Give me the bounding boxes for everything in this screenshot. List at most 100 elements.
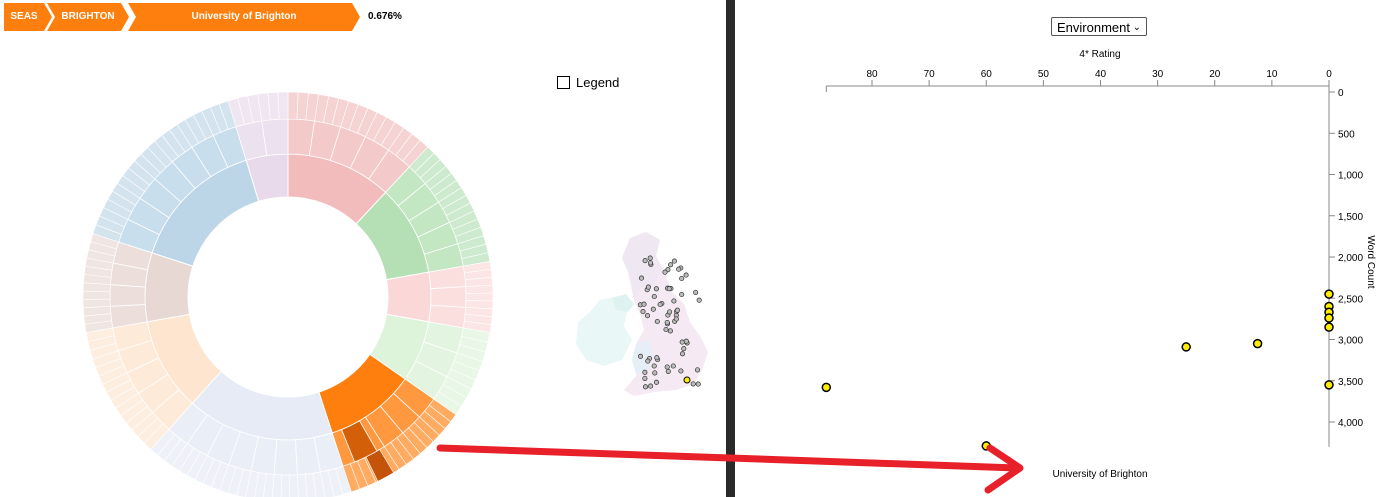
panel-select[interactable]: Environment ⌄ [1051, 17, 1147, 36]
breadcrumb-brighton[interactable]: BRIGHTON [47, 3, 129, 31]
university-dot[interactable] [654, 355, 660, 361]
university-dot[interactable] [670, 363, 676, 369]
university-dot[interactable] [671, 298, 677, 304]
red-arrow [436, 444, 1022, 472]
y-axis-label: Word Count [1365, 235, 1376, 288]
panel-divider[interactable] [726, 0, 735, 497]
university-dot[interactable] [642, 369, 648, 375]
university-dot[interactable] [652, 370, 658, 376]
university-dot[interactable] [645, 284, 651, 290]
university-dot[interactable] [695, 381, 701, 387]
university-dot[interactable] [642, 384, 649, 390]
x-axis-tick-label: 0 [1326, 69, 1332, 80]
highlight-label: University of Brighton [1052, 469, 1147, 480]
scatter-point[interactable] [821, 382, 832, 393]
y-axis-tick-label: 2,000 [1338, 253, 1363, 264]
x-axis-label: 4* Rating [1079, 49, 1120, 60]
y-axis-tick-label: 500 [1338, 129, 1355, 140]
university-dot[interactable] [678, 368, 684, 374]
university-dot[interactable] [651, 293, 657, 300]
x-axis-tick-label: 50 [1038, 69, 1050, 80]
northern-ireland-shape [612, 294, 634, 312]
university-dot[interactable] [690, 381, 696, 387]
ireland-shape [576, 296, 632, 366]
x-axis-tick-label: 60 [981, 69, 993, 80]
sunburst-outer-segment[interactable] [277, 91, 289, 120]
university-dot[interactable] [648, 383, 654, 389]
map-highlight-dot[interactable] [683, 376, 691, 384]
university-dot[interactable] [694, 367, 701, 373]
sunburst-selected-outer-segment[interactable] [365, 449, 394, 482]
university-dot[interactable] [674, 307, 680, 313]
university-dot[interactable] [653, 379, 660, 385]
university-dot[interactable] [644, 313, 651, 319]
university-dot[interactable] [663, 326, 669, 333]
university-dot[interactable] [647, 255, 653, 261]
university-dot[interactable] [638, 275, 645, 281]
university-dot[interactable] [667, 328, 673, 334]
x-axis-tick-label: 40 [1095, 69, 1107, 80]
university-dot[interactable] [664, 319, 670, 326]
university-dot[interactable] [651, 363, 657, 369]
university-dot[interactable] [679, 275, 685, 282]
university-dot[interactable] [662, 269, 668, 275]
university-dot[interactable] [693, 289, 699, 295]
university-dot[interactable] [666, 286, 672, 292]
university-dot[interactable] [641, 301, 647, 307]
red-arrow-head [984, 444, 1024, 494]
university-dot[interactable] [654, 318, 660, 325]
scotland-shape [622, 232, 662, 300]
university-dot[interactable] [696, 297, 702, 303]
university-dot[interactable] [681, 346, 687, 352]
university-dot[interactable] [683, 338, 689, 344]
university-dot[interactable] [637, 353, 644, 359]
y-axis-tick-label: 2,500 [1338, 294, 1363, 305]
university-dot[interactable] [650, 306, 656, 312]
chevron-down-icon: ⌄ [1132, 22, 1141, 33]
university-dot[interactable] [679, 351, 686, 357]
scatter-point[interactable] [1324, 313, 1334, 323]
breadcrumb-seas[interactable]: SEAS [4, 3, 52, 31]
university-dot[interactable] [667, 309, 673, 315]
university-dot[interactable] [676, 266, 682, 272]
university-dot[interactable] [645, 358, 651, 364]
university-dot[interactable] [668, 262, 674, 268]
y-axis-tick-label: 1,000 [1338, 171, 1363, 182]
sunburst-chart[interactable] [0, 0, 500, 497]
university-dot[interactable] [673, 316, 679, 322]
university-dot[interactable] [665, 368, 671, 374]
university-dots [637, 255, 702, 390]
panel-select-value: Environment [1057, 20, 1130, 35]
scatter-point[interactable] [1181, 342, 1191, 352]
legend-checkbox[interactable] [557, 76, 570, 89]
university-dot[interactable] [640, 309, 646, 315]
breadcrumb-university-of-brighton[interactable]: University of Brighton [128, 3, 360, 31]
university-dot[interactable] [679, 291, 685, 298]
university-dot[interactable] [657, 301, 663, 308]
x-axis-tick-label: 80 [866, 69, 878, 80]
scatter-point[interactable] [1324, 322, 1334, 332]
wales-shape [632, 340, 654, 374]
university-dot[interactable] [647, 260, 654, 266]
university-dot[interactable] [642, 375, 648, 381]
university-dot[interactable] [653, 286, 659, 292]
scatter-point[interactable] [1252, 338, 1263, 349]
breadcrumb-percentage: 0.676% [368, 11, 402, 22]
y-axis-tick-label: 3,000 [1338, 336, 1363, 347]
y-axis-tick-label: 3,500 [1338, 377, 1363, 388]
scatter-point[interactable] [1324, 380, 1334, 390]
x-axis-tick-label: 30 [1152, 69, 1164, 80]
legend-label: Legend [576, 75, 620, 90]
x-axis-tick-label: 70 [924, 69, 936, 80]
y-axis-tick-label: 1,500 [1338, 212, 1363, 223]
university-dot[interactable] [642, 258, 648, 264]
university-dot[interactable] [671, 258, 677, 264]
scatter-point[interactable] [1324, 289, 1334, 299]
legend-toggle[interactable]: Legend [557, 75, 619, 90]
y-axis-tick-label: 0 [1338, 88, 1344, 99]
x-axis-tick-label: 20 [1209, 69, 1221, 80]
y-axis-tick-label: 4,000 [1338, 418, 1363, 429]
university-dot[interactable] [683, 272, 689, 278]
